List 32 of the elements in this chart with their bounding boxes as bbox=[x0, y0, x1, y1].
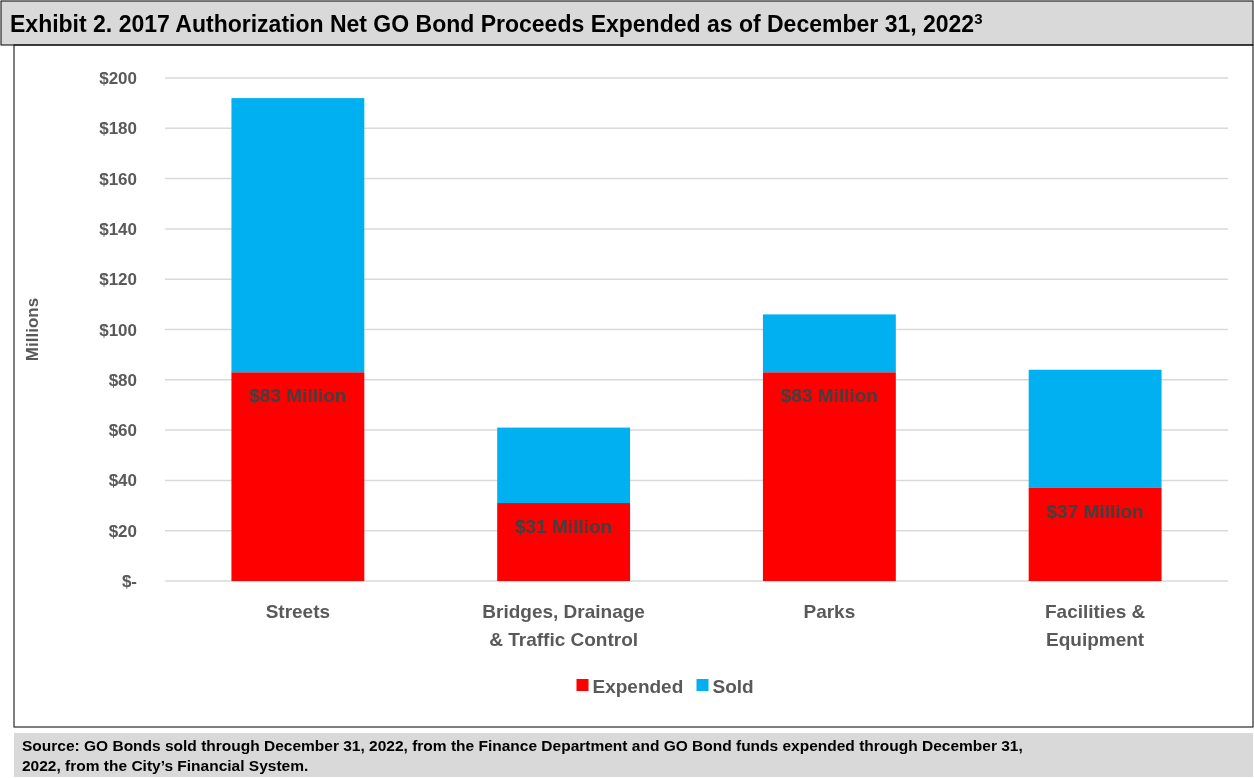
y-tick-label: $80 bbox=[108, 370, 137, 390]
y-tick-label: $140 bbox=[99, 219, 137, 239]
y-tick-label: $20 bbox=[108, 521, 137, 541]
y-tick-label: $100 bbox=[99, 320, 137, 340]
x-tick-label: Streets bbox=[265, 601, 331, 622]
y-tick-label: $120 bbox=[99, 270, 137, 290]
bar bbox=[1028, 487, 1162, 581]
y-tick-label: $60 bbox=[108, 421, 137, 441]
y-axis-title: Millions bbox=[23, 297, 42, 362]
bar bbox=[231, 98, 365, 373]
legend-label: Sold bbox=[712, 676, 754, 697]
bar bbox=[231, 372, 365, 581]
data-label: $31 Million bbox=[515, 516, 613, 538]
y-tick-label: $- bbox=[121, 572, 137, 591]
y-tick-label: $40 bbox=[108, 471, 137, 491]
chart-title: Exhibit 2. 2017 Authorization Net GO Bond Proceeds Expended as of December 31, 2022$^{3}$ bbox=[10, 9, 983, 37]
y-tick-label: $200 bbox=[99, 69, 137, 88]
bar bbox=[497, 503, 631, 581]
data-label: $83 Million bbox=[249, 385, 347, 407]
bar bbox=[497, 427, 631, 504]
y-tick-label: $180 bbox=[99, 119, 137, 139]
legend-label: Expended bbox=[592, 676, 684, 697]
x-tick-label: Facilities & Equipment bbox=[1044, 601, 1146, 650]
bar bbox=[762, 372, 896, 581]
bar bbox=[1028, 369, 1162, 488]
x-tick-label: Bridges, Drainage & Traffic Control bbox=[482, 601, 645, 650]
source-note: Source: GO Bonds sold through December 31, 2022, from the Finance Department and GO Bond funds expended through December 31, 2022, from the City’s Financial System. bbox=[22, 737, 1023, 774]
x-tick-label: Parks bbox=[803, 601, 856, 622]
data-label: $83 Million bbox=[780, 385, 878, 407]
bar bbox=[762, 314, 896, 373]
data-label: $37 Million bbox=[1046, 500, 1144, 522]
y-tick-label: $160 bbox=[99, 169, 137, 189]
